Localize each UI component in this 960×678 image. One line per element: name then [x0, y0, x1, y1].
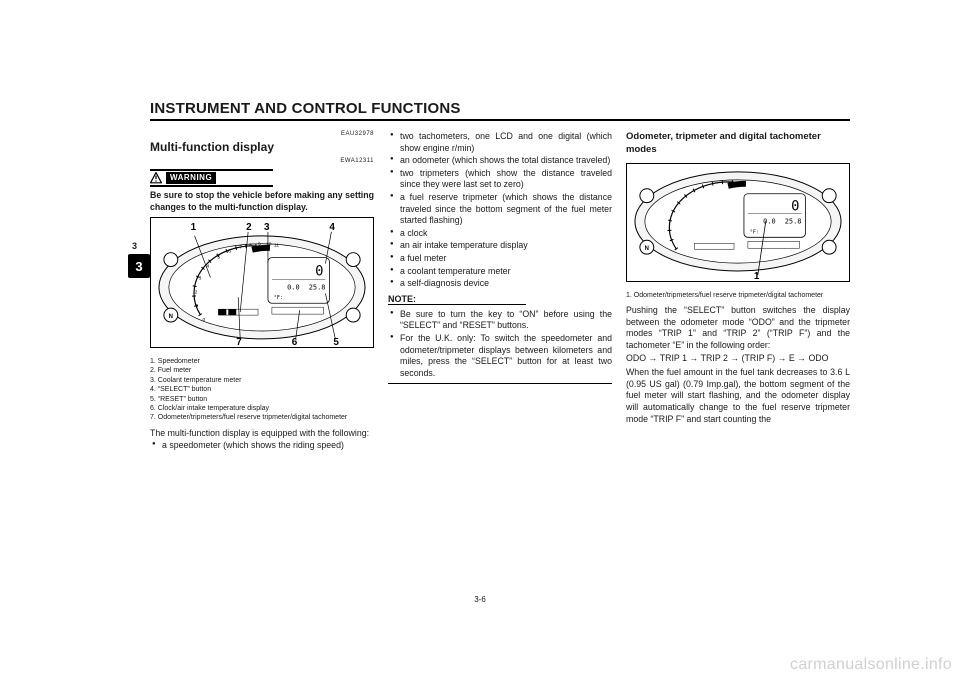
list-item: two tripmeters (which show the distance …: [388, 168, 612, 191]
caption-item: 4. “SELECT” button: [150, 385, 374, 394]
svg-text:8: 8: [249, 243, 252, 249]
list-item: For the U.K. only: To switch the speedom…: [388, 333, 612, 379]
svg-text:5: 5: [333, 337, 339, 348]
running-head: INSTRUMENT AND CONTROL FUNCTIONS: [150, 100, 850, 121]
list-item: a speedometer (which shows the riding sp…: [150, 440, 374, 452]
svg-text:11: 11: [274, 243, 279, 249]
figure-captions: 1. Odometer/tripmeters/fuel reserve trip…: [626, 291, 850, 300]
seq-item: TRIP 2: [701, 353, 739, 365]
doc-code: EAU32978: [150, 131, 374, 139]
svg-text:°F:: °F:: [750, 229, 759, 235]
columns: EAU32978 Multi-function display EWA12311…: [150, 131, 850, 452]
svg-text:0: 0: [791, 199, 799, 215]
seq-item: TRIP 1: [660, 353, 698, 365]
warning-bar: WARNING: [150, 169, 273, 188]
svg-text:0.0: 0.0: [287, 284, 300, 292]
note-end-rule: [388, 383, 612, 384]
note-bullet-list: Be sure to turn the key to “ON” before u…: [388, 309, 612, 380]
page-number: 3-6: [474, 595, 486, 604]
svg-text:4: 4: [329, 222, 335, 233]
caption-item: 5. “RESET” button: [150, 395, 374, 404]
seq-item: (TRIP F): [742, 353, 787, 365]
chapter-tab: 3: [128, 254, 150, 278]
column-3: Odometer, tripmeter and digital tachomet…: [626, 131, 850, 452]
note-heading: NOTE:: [388, 294, 526, 305]
list-item: two tachometers, one LCD and one digital…: [388, 131, 612, 154]
figure-captions: 1. Speedometer 2. Fuel meter 3. Coolant …: [150, 357, 374, 423]
svg-text:6: 6: [292, 337, 298, 348]
svg-text:1: 1: [196, 304, 199, 310]
caption-item: 7. Odometer/tripmeters/fuel reserve trip…: [150, 413, 374, 422]
svg-text:1: 1: [754, 271, 760, 282]
svg-text:0: 0: [203, 317, 206, 323]
svg-text:2: 2: [195, 290, 198, 296]
svg-text:9: 9: [258, 242, 261, 248]
seq-item: ODO: [808, 353, 828, 365]
doc-code: EWA12311: [150, 158, 374, 166]
list-item: a self-diagnosis device: [388, 278, 612, 290]
sequence-line: ODO TRIP 1 TRIP 2 (TRIP F) E ODO: [626, 353, 850, 365]
column-1: EAU32978 Multi-function display EWA12311…: [150, 131, 374, 452]
warning-triangle-icon: [150, 172, 162, 184]
svg-text:2: 2: [246, 222, 252, 233]
list-item: Be sure to turn the key to “ON” before u…: [388, 309, 612, 332]
seq-item: ODO: [626, 353, 657, 365]
svg-text:3: 3: [199, 276, 202, 282]
list-item: a fuel meter: [388, 253, 612, 265]
watermark: carmanualsonline.info: [790, 656, 952, 674]
page: INSTRUMENT AND CONTROL FUNCTIONS EAU3297…: [150, 100, 850, 600]
chapter-label: 3: [132, 241, 137, 251]
subheading: Odometer, tripmeter and digital tachomet…: [626, 131, 850, 156]
svg-text:7: 7: [239, 245, 242, 251]
svg-text:6: 6: [228, 249, 231, 255]
svg-text:3: 3: [264, 222, 270, 233]
warning-label: WARNING: [166, 172, 216, 185]
caption-item: 1. Odometer/tripmeters/fuel reserve trip…: [626, 291, 850, 300]
svg-text:N: N: [645, 246, 649, 252]
section-title: Multi-function display: [150, 140, 374, 156]
bullet-list: two tachometers, one LCD and one digital…: [388, 131, 612, 290]
column-2: two tachometers, one LCD and one digital…: [388, 131, 612, 452]
caption-item: 6. Clock/air intake temperature display: [150, 404, 374, 413]
list-item: a fuel reserve tripmeter (which shows th…: [388, 192, 612, 227]
svg-text:°F:: °F:: [274, 296, 283, 302]
svg-text:0: 0: [315, 264, 323, 280]
svg-text:7: 7: [236, 337, 242, 348]
svg-text:25.8: 25.8: [309, 284, 326, 292]
list-item: a coolant temperature meter: [388, 266, 612, 278]
body-text: The multi-function display is equipped w…: [150, 428, 374, 440]
list-item: an air intake temperature display: [388, 240, 612, 252]
svg-text:10: 10: [266, 242, 272, 248]
svg-text:N: N: [169, 314, 173, 320]
figure-display-mode: N 0 0.0 25.8 °F: 1: [626, 163, 850, 282]
seq-item: E: [789, 353, 806, 365]
body-text: Pushing the “SELECT” button switches the…: [626, 305, 850, 351]
svg-text:1: 1: [191, 222, 197, 233]
caption-item: 2. Fuel meter: [150, 366, 374, 375]
warning-text: Be sure to stop the vehicle before makin…: [150, 190, 374, 213]
caption-item: 3. Coolant temperature meter: [150, 376, 374, 385]
body-text: When the fuel amount in the fuel tank de…: [626, 367, 850, 425]
list-item: a clock: [388, 228, 612, 240]
caption-item: 1. Speedometer: [150, 357, 374, 366]
bullet-list: a speedometer (which shows the riding sp…: [150, 440, 374, 452]
list-item: an odometer (which shows the total dista…: [388, 155, 612, 167]
figure-display-labeled: N 0 1 2 3 4 5 6 7 8 9 10 11: [150, 217, 374, 348]
svg-text:25.8: 25.8: [785, 218, 802, 226]
svg-text:5: 5: [217, 255, 220, 261]
